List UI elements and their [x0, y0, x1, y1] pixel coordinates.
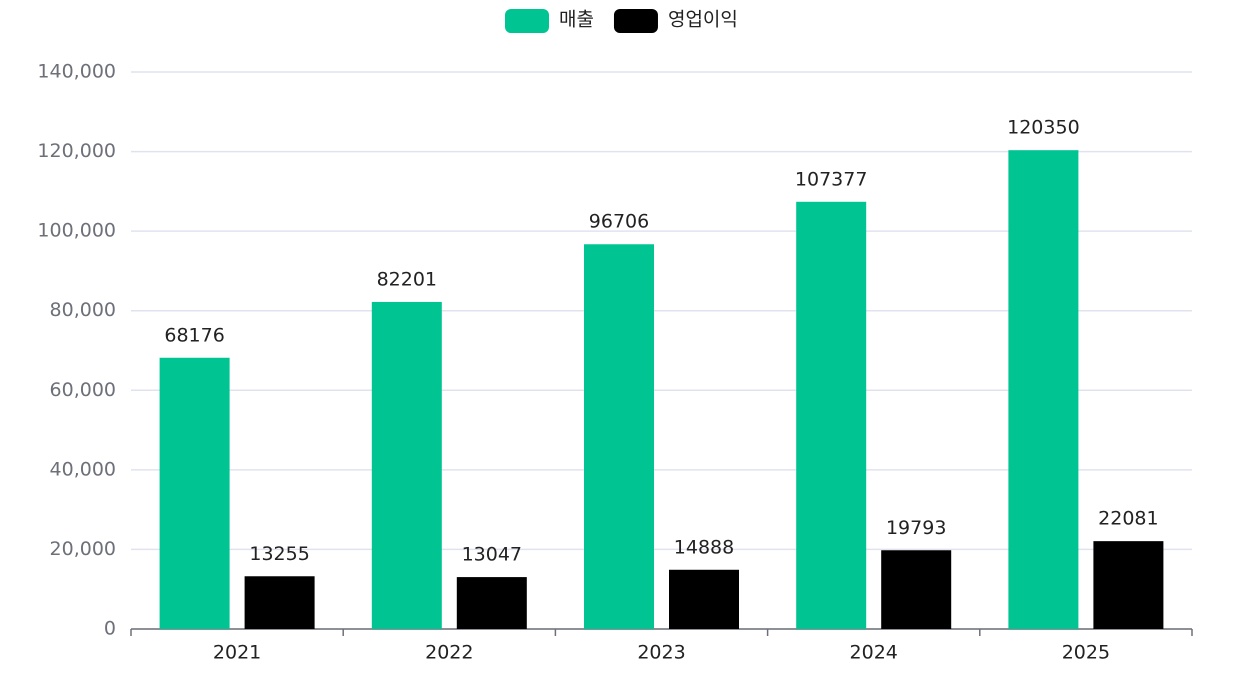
bar: [669, 569, 739, 629]
legend-label: 영업이익: [668, 9, 738, 31]
bar: [371, 301, 442, 629]
value-label: 19793: [886, 517, 946, 539]
y-tick-label: 60,000: [50, 379, 116, 401]
x-tick-label: 2021: [213, 642, 261, 664]
value-label: 13047: [462, 544, 522, 566]
bar: [796, 201, 867, 629]
value-label: 22081: [1098, 508, 1158, 530]
value-label: 120350: [1007, 117, 1080, 139]
x-tick-label: 2024: [850, 642, 898, 664]
bar: [584, 244, 654, 629]
value-label: 96706: [589, 211, 649, 233]
bar: [244, 576, 315, 629]
y-tick-label: 20,000: [50, 538, 116, 560]
value-label: 14888: [674, 536, 734, 558]
value-label: 82201: [377, 268, 437, 290]
x-tick-label: 2022: [425, 642, 473, 664]
bar: [159, 357, 230, 629]
bar: [881, 550, 952, 629]
value-label: 107377: [795, 168, 868, 190]
legend-label: 매출: [559, 9, 594, 31]
bar: [456, 577, 527, 629]
y-tick-label: 0: [104, 618, 116, 640]
legend-swatch: [505, 9, 549, 33]
x-tick-label: 2025: [1062, 642, 1110, 664]
bar: [1008, 150, 1079, 629]
bar: [1093, 541, 1164, 629]
y-tick-label: 80,000: [50, 299, 116, 321]
legend-swatch: [613, 9, 658, 33]
y-tick-label: 40,000: [50, 458, 116, 480]
x-tick-label: 2023: [637, 642, 685, 664]
value-label: 68176: [164, 324, 224, 346]
y-tick-label: 140,000: [37, 61, 116, 83]
y-tick-label: 100,000: [37, 220, 116, 242]
value-label: 13255: [249, 543, 309, 565]
y-tick-label: 120,000: [37, 140, 116, 162]
